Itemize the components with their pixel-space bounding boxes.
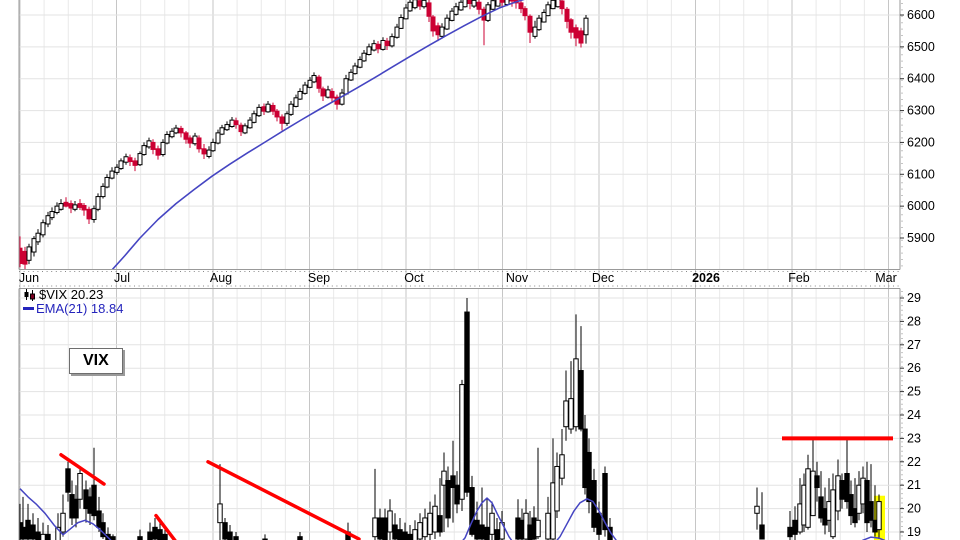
y-axis-tick-label: 28 <box>907 314 921 328</box>
y-axis-tick-label: 21 <box>907 478 921 492</box>
trendline <box>206 460 361 540</box>
symbol-value-label: $VIX 20.23 <box>39 287 104 302</box>
chart-legend: $VIX 20.23 EMA(21) 18.84 <box>23 288 123 315</box>
y-axis-tick-label: 20 <box>907 502 921 516</box>
y-axis-tick-label: 5900 <box>907 231 935 245</box>
x-axis-month-label: Sep <box>308 271 330 285</box>
y-axis-tick-label: 6400 <box>907 72 935 86</box>
y-axis-tick-label: 23 <box>907 431 921 445</box>
x-axis-month-label: Dec <box>592 271 614 285</box>
y-axis-tick-label: 25 <box>907 385 921 399</box>
x-axis-month-label: Oct <box>404 271 424 285</box>
trendline <box>154 513 177 540</box>
y-axis-tick-label: 6200 <box>907 135 935 149</box>
y-axis-tick-label: 26 <box>907 361 921 375</box>
symbol-legend-row: $VIX 20.23 <box>23 288 123 301</box>
y-axis-tick-label: 22 <box>907 455 921 469</box>
y-axis-tick-label: 29 <box>907 291 921 305</box>
y-axis-tick-label: 6500 <box>907 40 935 54</box>
x-axis-month-label: Feb <box>788 271 810 285</box>
x-axis-month-label: Jun <box>19 271 39 285</box>
ema-value-label: EMA(21) 18.84 <box>36 301 124 316</box>
panel-label-vix: VIX <box>69 348 123 374</box>
candlestick-icon <box>23 288 36 301</box>
x-axis-month-label: Nov <box>506 271 529 285</box>
price-ma-line <box>111 0 525 269</box>
gridlines <box>19 0 900 540</box>
x-axis-month-label: 2026 <box>692 271 720 285</box>
y-axis-tick-label: 6300 <box>907 104 935 118</box>
x-axis-month-label: Mar <box>875 271 897 285</box>
y-axis-tick-label: 6600 <box>907 8 935 22</box>
y-axis-tick-label: 6000 <box>907 199 935 213</box>
ema-legend-row: EMA(21) 18.84 <box>23 302 123 315</box>
axes: 6600 6500 6400 6300 6200 6100 6000 5900 29 28 27 26… <box>18 0 935 540</box>
y-axis-tick-label: 19 <box>907 525 921 539</box>
price-panel-candles <box>19 0 589 269</box>
vix-panel <box>19 298 893 540</box>
y-axis-tick-label: 24 <box>907 408 921 422</box>
x-axis-month-label: Jul <box>114 271 130 285</box>
y-axis-tick-label: 6100 <box>907 167 935 181</box>
ema-line-icon <box>23 307 34 310</box>
y-axis-tick-label: 27 <box>907 338 921 352</box>
trendline <box>59 453 106 486</box>
x-axis-month-label: Aug <box>210 271 232 285</box>
